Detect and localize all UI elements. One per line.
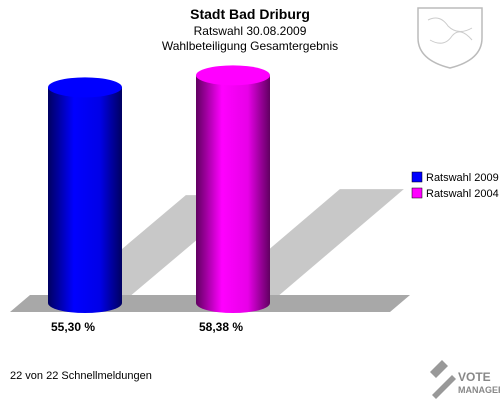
crest-detail	[427, 17, 473, 44]
value-label: 58,38 %	[199, 320, 243, 334]
bar-top	[196, 65, 270, 86]
chart-subtitle: Wahlbeteiligung Gesamtergebnis	[162, 39, 338, 53]
bar	[48, 87, 122, 313]
logo-text: VOTE	[458, 370, 491, 384]
bar	[196, 75, 270, 314]
logo-mark	[430, 360, 456, 399]
legend-swatch	[411, 171, 423, 183]
legend-label: Ratswahl 2009	[426, 172, 499, 184]
crest	[417, 7, 483, 69]
chart-subtitle: Ratswahl 30.08.2009	[194, 24, 307, 38]
legend-swatch	[411, 187, 423, 199]
value-label: 55,30 %	[51, 320, 95, 334]
footnote: 22 von 22 Schnellmeldungen	[10, 370, 152, 382]
legend-label: Ratswahl 2004	[426, 188, 499, 200]
bar-top	[48, 77, 122, 98]
logo-text: MANAGER	[458, 385, 500, 395]
chart-title: Stadt Bad Driburg	[190, 6, 310, 22]
